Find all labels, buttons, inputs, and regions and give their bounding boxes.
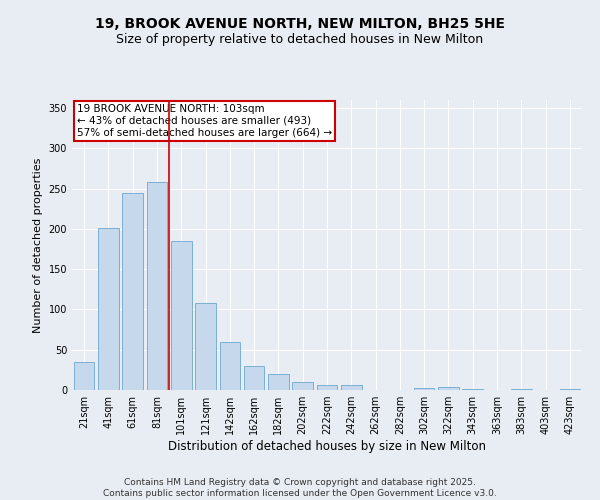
Y-axis label: Number of detached properties: Number of detached properties [33, 158, 43, 332]
Bar [463, 389, 483, 390]
Bar [171, 241, 191, 390]
Text: 19 BROOK AVENUE NORTH: 103sqm
← 43% of detached houses are smaller (493)
57% of : 19 BROOK AVENUE NORTH: 103sqm ← 43% of d… [77, 104, 332, 138]
Bar [122, 192, 143, 390]
Bar [98, 228, 119, 390]
Bar [146, 182, 167, 390]
Bar [244, 366, 265, 390]
Text: 19, BROOK AVENUE NORTH, NEW MILTON, BH25 5HE: 19, BROOK AVENUE NORTH, NEW MILTON, BH25… [95, 18, 505, 32]
X-axis label: Distribution of detached houses by size in New Milton: Distribution of detached houses by size … [168, 440, 486, 453]
Text: Size of property relative to detached houses in New Milton: Size of property relative to detached ho… [116, 32, 484, 46]
Text: Contains HM Land Registry data © Crown copyright and database right 2025.
Contai: Contains HM Land Registry data © Crown c… [103, 478, 497, 498]
Bar [317, 385, 337, 390]
Bar [268, 374, 289, 390]
Bar [195, 303, 216, 390]
Bar [220, 342, 240, 390]
Bar [292, 382, 313, 390]
Bar [341, 385, 362, 390]
Bar [560, 389, 580, 390]
Bar [74, 362, 94, 390]
Bar [511, 389, 532, 390]
Bar [414, 388, 434, 390]
Bar [438, 387, 459, 390]
